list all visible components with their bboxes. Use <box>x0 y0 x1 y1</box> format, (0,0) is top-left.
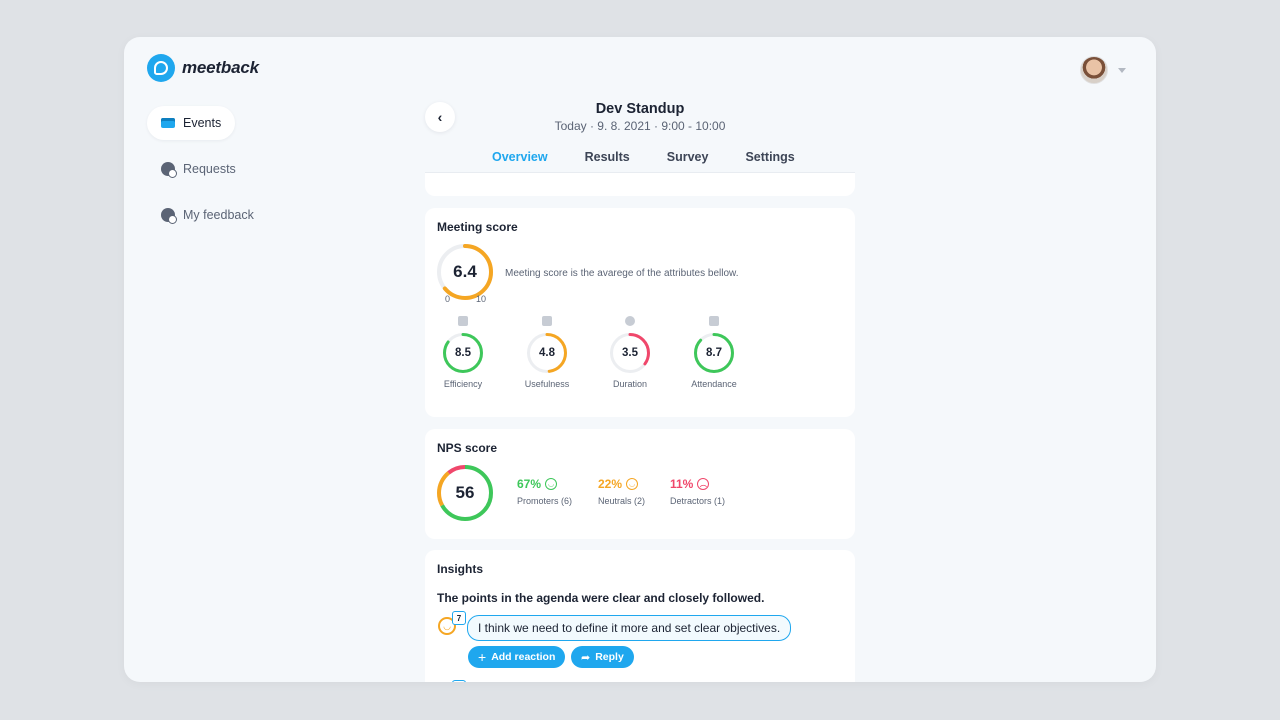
nps-label: Detractors (1) <box>670 496 726 506</box>
person-check-icon <box>161 162 177 178</box>
attribute-gauge: 8.7 <box>693 332 735 374</box>
app-window: meetback Events Requests My feedback ‹ D… <box>124 37 1156 682</box>
card-title: NPS score <box>437 441 498 455</box>
meeting-score-description: Meeting score is the avarege of the attr… <box>505 268 739 279</box>
nps-percent: 11% <box>670 477 694 491</box>
nps-value: 56 <box>455 483 475 502</box>
brand-name: meetback <box>182 58 259 77</box>
tab-settings[interactable]: Settings <box>745 150 795 164</box>
reply-label: Reply <box>595 651 624 663</box>
event-datetime: Today · 9. 8. 2021 · 9:00 - 10:00 <box>554 119 726 133</box>
attribute-value: 3.5 <box>622 347 638 359</box>
attribute-gauge: 4.8 <box>526 332 568 374</box>
card-previous-stub <box>425 173 855 196</box>
meeting-score-ring <box>437 244 493 300</box>
attribute-label: Attendance <box>691 379 737 389</box>
user-menu[interactable] <box>1080 56 1126 84</box>
attribute-duration: 3.5 Duration <box>599 316 661 389</box>
clock-icon <box>625 316 635 326</box>
nps-promoters: 67% ◡ Promoters (6) <box>517 477 572 506</box>
neutral-face-icon: ◡ <box>438 617 456 635</box>
person-check-icon <box>161 208 177 224</box>
nps-detractors: 11% ︵ Detractors (1) <box>670 477 725 506</box>
meeting-score-card: Meeting score 6.4 0 10 Meeting score is … <box>425 208 855 417</box>
bar-chart-icon <box>458 316 468 326</box>
nps-label: Neutrals (2) <box>598 496 646 506</box>
attribute-label: Efficiency <box>443 379 483 389</box>
meeting-score-value: 6.4 <box>453 262 477 281</box>
nps-percent: 22% <box>598 477 623 491</box>
logo[interactable]: meetback <box>147 54 259 82</box>
tab-survey[interactable]: Survey <box>666 150 709 164</box>
score-range-max: 10 <box>476 294 487 304</box>
sidebar-nav: Events Requests My feedback <box>147 106 347 244</box>
sidebar-item-events[interactable]: Events <box>147 106 236 140</box>
tab-bar: Overview Results Survey Settings <box>486 147 826 176</box>
nps-ring <box>437 465 493 521</box>
attribute-usefulness: 4.8 Usefulness <box>516 316 578 389</box>
sidebar-item-label: Requests <box>183 162 236 176</box>
comment-count-badge: 7 <box>452 611 466 625</box>
nps-neutrals: 22% ◡ Neutrals (2) <box>598 477 645 506</box>
nps-label: Promoters (6) <box>517 496 573 506</box>
score-range-min: 0 <box>445 294 451 304</box>
sidebar-item-my-feedback[interactable]: My feedback <box>147 198 268 232</box>
attribute-label: Usefulness <box>524 379 570 389</box>
card-title: Meeting score <box>437 220 518 234</box>
attribute-value: 8.7 <box>706 347 722 359</box>
insight-question: The points in the agenda were clear and … <box>437 591 765 605</box>
smile-icon: ◡ <box>545 478 558 490</box>
reply-button[interactable]: ➦ Reply <box>571 646 634 668</box>
page-title: Dev Standup <box>595 101 685 117</box>
tabs-divider <box>425 172 855 173</box>
insights-card: Insights The points in the agenda were c… <box>425 550 855 682</box>
neutral-face-icon: ◡ <box>626 478 639 490</box>
attribute-attendance: 8.7 Attendance <box>683 316 745 389</box>
nps-gauge: 56 <box>436 464 494 522</box>
people-icon <box>709 316 719 326</box>
thumbs-up-icon <box>542 316 552 326</box>
attribute-value: 4.8 <box>539 347 555 359</box>
reply-arrow-icon: ➦ <box>581 651 591 664</box>
card-title: Insights <box>437 562 484 576</box>
nps-score-card: NPS score 56 67% ◡ Promoters (6) 22% ◡ Neu… <box>425 429 855 539</box>
sidebar-item-label: Events <box>183 116 222 130</box>
attribute-label: Duration <box>612 379 648 389</box>
back-button[interactable]: ‹ <box>425 102 455 132</box>
add-reaction-button[interactable]: + Add reaction <box>468 646 566 668</box>
meeting-score-gauge: 6.4 <box>436 243 494 301</box>
chevron-left-icon: ‹ <box>437 109 443 125</box>
plus-icon: + <box>478 649 487 665</box>
attribute-efficiency: 8.5 Efficiency <box>432 316 494 389</box>
chevron-down-icon[interactable] <box>1118 67 1126 73</box>
tab-results[interactable]: Results <box>584 150 630 164</box>
nps-percent: 67% <box>517 477 542 491</box>
nps-segment-1 <box>437 465 493 521</box>
meetback-logo-icon <box>147 54 175 82</box>
next-comment-badge <box>452 680 466 682</box>
sad-face-icon: ︵ <box>697 478 710 490</box>
add-reaction-label: Add reaction <box>491 651 556 663</box>
sidebar-item-requests[interactable]: Requests <box>147 152 250 186</box>
avatar[interactable] <box>1080 56 1108 84</box>
sidebar-item-label: My feedback <box>183 208 254 222</box>
attribute-value: 8.5 <box>455 347 471 359</box>
nps-segment-2 <box>437 465 493 521</box>
calendar-icon <box>161 116 175 130</box>
attribute-gauge: 3.5 <box>609 332 651 374</box>
attribute-gauge: 8.5 <box>442 332 484 374</box>
comment-bubble[interactable]: I think we need to define it more and se… <box>467 615 792 641</box>
